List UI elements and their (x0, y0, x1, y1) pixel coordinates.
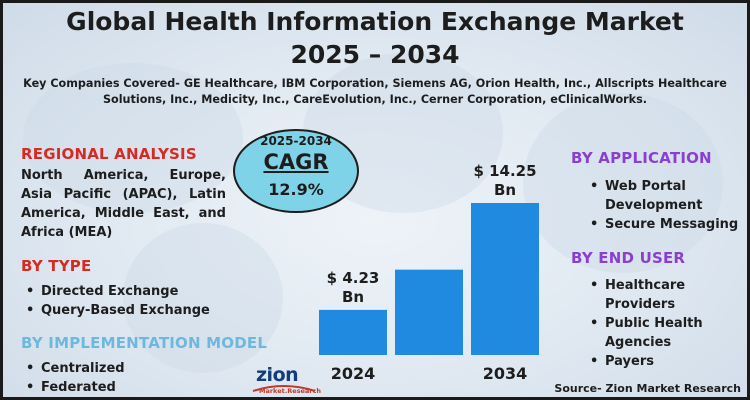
by-application-heading: BY APPLICATION (571, 149, 712, 167)
bar (395, 269, 463, 355)
list-item: Public Health Agencies (587, 314, 727, 352)
page-title: Global Health Information Exchange Marke… (3, 5, 747, 71)
logo-subtitle: Market.Research (259, 387, 321, 395)
list-item: Directed Exchange (23, 282, 210, 301)
list-item: Federated (23, 378, 125, 397)
cagr-years: 2025-2034 (260, 134, 332, 148)
list-item: Payers (587, 352, 727, 371)
logo-name: zion (256, 364, 299, 386)
list-item: Query-Based Exchange (23, 301, 210, 320)
cagr-value: 12.9% (268, 180, 324, 199)
by-application-list: Web Portal Development Secure Messaging (587, 177, 747, 234)
by-implementation-list: Centralized Federated (23, 359, 125, 397)
cagr-badge (233, 129, 359, 213)
list-item: Web Portal Development (587, 177, 747, 215)
key-companies-text: Key Companies Covered- GE Healthcare, IB… (23, 77, 727, 106)
x-tick-label: 2024 (331, 364, 376, 383)
by-type-heading: BY TYPE (21, 257, 92, 275)
world-map-background (23, 63, 243, 213)
title-line-2: 2025 – 2034 (290, 40, 460, 69)
bar (319, 309, 387, 355)
x-tick-label: 2034 (483, 364, 528, 383)
list-item: Healthcare Providers (587, 276, 727, 314)
regional-analysis-heading: REGIONAL ANALYSIS (21, 145, 197, 163)
bar-data-label: $ 4.23 (327, 269, 380, 287)
bar (471, 203, 539, 355)
cagr-label: CAGR (263, 150, 329, 174)
bar-data-label: $ 14.25 (473, 162, 536, 180)
by-type-list: Directed Exchange Query-Based Exchange (23, 282, 210, 320)
zion-logo-icon (252, 385, 316, 392)
bar-data-label-unit: Bn (494, 181, 516, 199)
by-end-user-heading: BY END USER (571, 249, 686, 267)
source-note: Source- Zion Market Research (554, 382, 741, 395)
list-item: Secure Messaging (587, 215, 747, 234)
bar-data-label-unit: Bn (342, 288, 364, 306)
title-line-1: Global Health Information Exchange Marke… (66, 7, 684, 36)
by-implementation-heading: BY IMPLEMENTATION MODEL (21, 334, 268, 352)
by-end-user-list: Healthcare Providers Public Health Agenc… (587, 276, 727, 371)
regional-analysis-text: North America, Europe, Asia Pacific (APA… (21, 168, 226, 240)
list-item: Centralized (23, 359, 125, 378)
